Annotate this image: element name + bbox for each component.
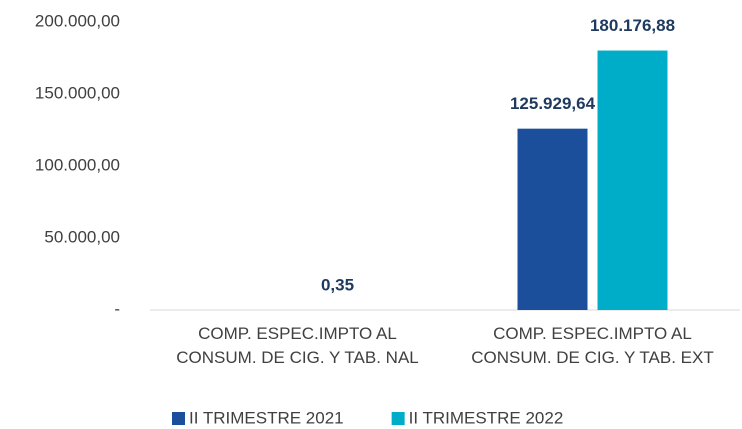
legend-swatch	[391, 412, 405, 425]
legend-label: II TRIMESTRE 2021	[189, 408, 344, 427]
y-tick-label: 150.000,00	[35, 83, 120, 102]
data-label: 125.929,64	[510, 94, 596, 113]
data-label: 0,35	[321, 275, 354, 294]
x-tick-label: COMP. ESPEC.IMPTO AL CONSUM. DE CIG. Y T…	[471, 324, 714, 367]
bar	[597, 50, 668, 311]
y-tick-label: -	[114, 299, 120, 318]
bar	[517, 128, 588, 310]
y-tick-label: 100.000,00	[35, 155, 120, 174]
y-tick-label: 200.000,00	[35, 11, 120, 30]
legend-label: II TRIMESTRE 2022	[409, 408, 564, 427]
x-tick-label: COMP. ESPEC.IMPTO AL CONSUM. DE CIG. Y T…	[176, 324, 419, 367]
y-tick-label: 50.000,00	[44, 227, 120, 246]
legend-swatch	[172, 412, 185, 425]
data-label: 180.176,88	[590, 16, 675, 35]
